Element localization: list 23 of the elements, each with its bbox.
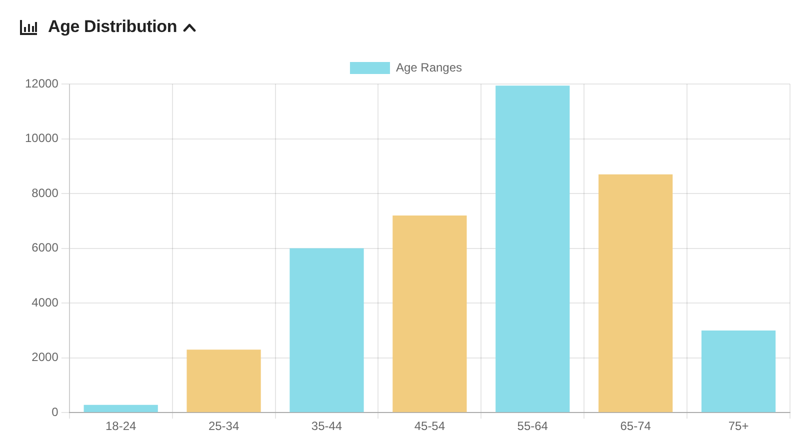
bar [701,330,776,412]
x-tick-label: 65-74 [620,419,652,434]
bar [598,174,673,412]
bar [186,350,261,412]
x-tick-label: 18-24 [105,419,137,434]
legend-label: Age Ranges [396,60,462,74]
y-tick-label: 10000 [24,131,59,146]
x-tick-label: 55-64 [517,419,548,434]
bar [496,86,570,412]
x-tick-label: 75+ [728,419,749,434]
x-tick-label: 45-54 [414,419,446,434]
y-tick-label: 6000 [32,240,59,255]
chart-title: Age Distribution [48,17,178,37]
y-tick-label: 4000 [32,295,59,310]
y-tick-label: 2000 [32,350,59,364]
y-tick-label: 0 [52,404,59,419]
x-tick-label: 35-44 [311,419,342,434]
x-tick-label: 25-34 [208,419,240,434]
bar [290,248,364,412]
bar [84,404,158,412]
y-tick-label: 8000 [32,186,59,200]
y-tick-label: 12000 [24,76,59,90]
bar [392,215,467,412]
